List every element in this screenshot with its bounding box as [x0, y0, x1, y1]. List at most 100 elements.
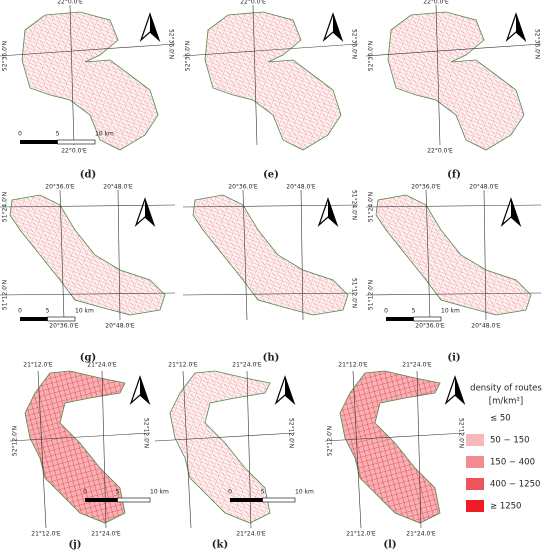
longitude-label: 21°12.0'E: [338, 362, 368, 369]
longitude-label: 21°24.0'E: [236, 531, 266, 538]
latitude-label: 51°12.0'N: [2, 280, 9, 310]
scale-label: 0: [18, 308, 22, 315]
north-arrow-half: [328, 199, 337, 225]
scale-label: 0: [83, 489, 87, 496]
north-arrow-half: [333, 14, 342, 40]
longitude-label: 22°0.0'E: [423, 0, 449, 6]
district-map: [339, 370, 441, 524]
scale-label: 5: [46, 308, 50, 315]
scale-label: 5: [116, 489, 120, 496]
district-map: [9, 194, 166, 316]
legend-label: 150 − 400: [490, 458, 535, 468]
latitude-label: 52°36.0'N: [368, 41, 375, 71]
panel-letter: (d): [80, 170, 96, 181]
meridian: [416, 370, 422, 529]
longitude-label: 20°48.0'E: [469, 184, 499, 191]
scale-bar-white: [47, 316, 76, 322]
longitude-label: 22°0.0'E: [57, 0, 83, 6]
scale-label: 5: [412, 308, 416, 315]
meridian: [252, 4, 258, 146]
latitude-label: 51°24.0'N: [351, 190, 358, 220]
legend-label: 50 − 150: [490, 436, 530, 446]
longitude-label: 21°24.0'E: [87, 362, 117, 369]
legend-label: 400 − 1250: [490, 480, 540, 490]
latitude-label: 51°24.0'N: [2, 192, 9, 222]
panel-letter: (e): [263, 170, 279, 181]
scale-label: 10 km: [75, 308, 94, 315]
latitude-label: 52°36.0'N: [2, 41, 9, 71]
latitude-label: 52°36.0'N: [168, 29, 175, 59]
latitude-label: 51°12.0'N: [368, 280, 375, 310]
longitude-label: 21°12.0'E: [346, 531, 376, 538]
longitude-label: 20°36.0'E: [228, 184, 258, 191]
panel-letter: (h): [263, 353, 280, 364]
scale-label: 0: [384, 308, 388, 315]
panel-letter: (i): [447, 353, 460, 364]
meridian: [483, 189, 487, 321]
legend-swatch: [466, 478, 484, 490]
meridian: [69, 4, 75, 146]
district-map: [169, 370, 271, 524]
panel-letter: (g): [80, 353, 96, 364]
scale-bar-white: [413, 316, 442, 322]
legend-label: ≥ 1250: [490, 502, 521, 512]
parallel: [365, 43, 542, 57]
meridian: [300, 189, 304, 321]
longitude-label: 22°0.0'E: [427, 148, 453, 155]
meridian: [352, 370, 362, 529]
map-panel: 22°0.0'E 22°0.0'E 52°36.0'N 52°36.0'N 0 5 10 k…: [0, 0, 176, 181]
panel-letter: (f): [447, 170, 461, 181]
scale-bar-black: [85, 498, 118, 502]
longitude-label: 21°12.0'E: [31, 531, 61, 538]
scale-bar-black: [20, 140, 58, 144]
district-map: [24, 370, 126, 524]
longitude-label: 21°24.0'E: [232, 362, 262, 369]
legend-swatch: [466, 434, 484, 446]
latitude-label: 51°24.0'N: [368, 192, 375, 222]
longitude-label: 20°48.0'E: [105, 323, 135, 330]
latitude-label: 51°12.0'N: [351, 278, 358, 308]
longitude-label: 21°24.0'E: [406, 531, 436, 538]
meridian: [425, 189, 431, 321]
legend-swatch: [466, 500, 484, 512]
longitude-label: 20°48.0'E: [103, 184, 133, 191]
north-arrow-half: [150, 14, 159, 40]
scale-bar-white: [262, 497, 296, 503]
legend-title: density of routes: [470, 384, 542, 394]
scale-label: 10 km: [150, 489, 169, 496]
scale-label: 10 km: [95, 131, 114, 138]
parallel: [182, 292, 359, 296]
meridian: [59, 189, 65, 321]
parallel: [0, 43, 176, 57]
scale-label: 10 km: [295, 489, 314, 496]
district-map: [204, 11, 342, 151]
north-arrow-half: [140, 377, 149, 403]
longitude-label: 20°36.0'E: [411, 184, 441, 191]
panel-letter: (j): [68, 540, 81, 551]
map-panel: 22°0.0'E 22°0.0'E 52°36.0'N 52°36.0'N (f): [365, 0, 542, 181]
scale-bar-white: [117, 497, 151, 503]
district-map: [387, 11, 525, 151]
north-arrow-half: [145, 199, 154, 225]
latitude-label: 52°12.0'N: [327, 426, 334, 456]
latitude-label: 52°12.0'N: [288, 418, 295, 448]
panel-letter: (l): [383, 540, 396, 551]
legend-swatch: [466, 456, 484, 468]
scale-label: 5: [261, 489, 265, 496]
meridian: [37, 370, 47, 529]
scale-bar-black: [230, 498, 263, 502]
parallel: [182, 43, 359, 57]
scale-label: 0: [228, 489, 232, 496]
parallel: [0, 292, 176, 296]
longitude-label: 20°36.0'E: [49, 323, 79, 330]
scale-label: 5: [56, 131, 60, 138]
scale-bar-black: [20, 317, 48, 321]
north-arrow-half: [455, 377, 464, 403]
district-map: [375, 194, 532, 316]
map-panel: 20°36.0'E 20°48.0'E 20°36.0'E 20°48.0'E 51°2…: [365, 184, 542, 364]
map-panel: 21°12.0'E 21°24.0'E 21°12.0'E 21°24.0'E 52°1…: [9, 362, 169, 551]
map-panel: 20°36.0'E 20°48.0'E 51°24.0'N 51°12.0'N (h): [182, 184, 359, 364]
longitude-label: 20°36.0'E: [415, 323, 445, 330]
scale-bar-white: [57, 139, 96, 145]
